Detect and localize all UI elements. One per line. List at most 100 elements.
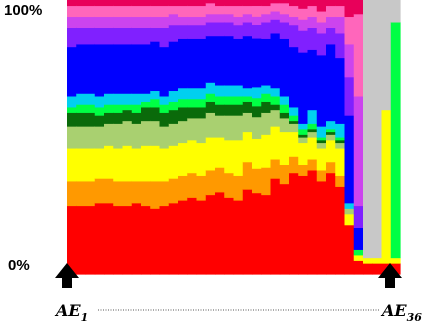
segment-4-col-16 <box>205 112 216 138</box>
segment-11-col-28 <box>316 10 327 23</box>
segment-5-col-12 <box>168 109 179 124</box>
segment-5-col-27 <box>307 128 318 133</box>
segment-3-col-22 <box>261 134 272 168</box>
y-axis-top-label: 100% <box>4 2 42 19</box>
segment-11-col-15 <box>196 5 207 18</box>
segment-1-col-7 <box>122 205 133 275</box>
segment-7-col-19 <box>233 84 244 97</box>
segment-9-col-18 <box>224 21 235 37</box>
segment-12-col-8 <box>131 0 142 7</box>
segment-3-col-4 <box>94 147 105 179</box>
segment-11-col-30 <box>335 5 346 18</box>
segment-3-col-35 <box>381 109 392 264</box>
segment-8-col-28 <box>316 54 327 127</box>
segment-3-col-30 <box>335 147 346 176</box>
segment-10-col-5 <box>104 16 114 28</box>
segment-2-col-16 <box>205 169 216 196</box>
segment-4-col-22 <box>261 112 272 135</box>
segment-9-col-30 <box>335 32 346 59</box>
segment-11-col-9 <box>141 5 151 18</box>
segment-5-col-24 <box>279 112 290 119</box>
segment-10-col-32 <box>353 95 364 207</box>
segment-6-col-5 <box>104 104 114 113</box>
segment-9-col-25 <box>289 24 299 48</box>
segment-6-col-12 <box>168 101 179 111</box>
segment-6-col-28 <box>316 137 327 141</box>
segment-5-col-23 <box>270 104 281 111</box>
segment-9-col-16 <box>205 21 216 37</box>
segment-3-col-17 <box>215 137 225 168</box>
segment-1-col-22 <box>261 194 272 275</box>
segment-3-col-12 <box>168 145 179 179</box>
segment-6-col-22 <box>261 93 272 102</box>
segment-11-col-23 <box>270 2 281 12</box>
segment-10-col-23 <box>270 10 281 20</box>
segment-4-col-7 <box>122 120 133 146</box>
segment-1-col-33 <box>363 263 373 275</box>
segment-10-col-9 <box>141 16 151 28</box>
segment-9-col-19 <box>233 24 244 39</box>
segment-10-col-15 <box>196 16 207 26</box>
segment-12-col-12 <box>168 0 179 7</box>
segment-1-col-16 <box>205 194 216 275</box>
segment-5-col-22 <box>261 101 272 113</box>
segment-8-col-4 <box>94 43 105 97</box>
segment-12-col-24 <box>279 0 290 4</box>
segment-9-col-13 <box>178 24 188 39</box>
segment-5-col-2 <box>76 112 87 127</box>
segment-3-col-10 <box>150 145 161 182</box>
segment-8-col-2 <box>76 43 87 94</box>
segment-12-col-6 <box>113 0 124 7</box>
segment-6-col-17 <box>215 95 225 105</box>
segment-1-col-29 <box>326 172 336 275</box>
segment-3-col-19 <box>233 139 244 176</box>
segment-7-col-2 <box>76 93 87 105</box>
segment-9-col-9 <box>141 27 151 45</box>
segment-4-col-1 <box>67 126 77 149</box>
segment-2-col-8 <box>131 180 142 204</box>
segment-6-col-25 <box>289 115 299 122</box>
segment-12-col-29 <box>326 0 336 7</box>
segment-12-col-18 <box>224 0 235 7</box>
segment-8-col-1 <box>67 46 77 97</box>
segment-12-col-14 <box>187 0 198 7</box>
segment-7-col-28 <box>316 126 327 138</box>
segment-10-col-4 <box>94 16 105 28</box>
segment-8-col-20 <box>242 35 253 89</box>
segment-4-col-12 <box>168 123 179 146</box>
segment-12-col-1 <box>67 0 77 7</box>
segment-1-col-34 <box>372 263 383 275</box>
segment-10-col-2 <box>76 16 87 28</box>
segment-8-col-24 <box>279 38 290 97</box>
segment-2-col-27 <box>307 158 318 171</box>
segment-8-col-5 <box>104 43 114 94</box>
segment-7-col-20 <box>242 87 253 97</box>
segment-10-col-19 <box>233 16 244 26</box>
segment-9-col-29 <box>326 27 336 45</box>
segment-7-col-30 <box>335 123 346 138</box>
segment-9-col-1 <box>67 27 77 48</box>
segment-12-col-21 <box>252 0 262 7</box>
segment-4-col-5 <box>104 123 114 146</box>
segment-1-col-9 <box>141 205 151 275</box>
segment-8-col-9 <box>141 43 151 94</box>
segment-4-col-17 <box>215 115 225 138</box>
segment-9-col-32 <box>353 205 364 229</box>
segment-1-col-2 <box>76 205 87 275</box>
segment-6-col-18 <box>224 95 235 105</box>
segment-11-col-21 <box>252 5 262 17</box>
segment-3-col-11 <box>159 147 170 182</box>
segment-11-col-13 <box>178 5 188 18</box>
segment-3-col-8 <box>131 147 142 182</box>
segment-6-col-13 <box>178 98 188 108</box>
segment-8-col-14 <box>187 38 198 89</box>
segment-9-col-31 <box>344 76 355 116</box>
segment-7-col-3 <box>85 93 96 105</box>
segment-10-col-3 <box>85 16 96 28</box>
segment-7-col-15 <box>196 87 207 100</box>
segment-1-col-27 <box>307 169 318 275</box>
segment-7-col-16 <box>205 82 216 94</box>
segment-6-col-9 <box>141 101 151 108</box>
segment-4-col-8 <box>131 123 142 149</box>
segment-3-col-31 <box>344 213 355 226</box>
